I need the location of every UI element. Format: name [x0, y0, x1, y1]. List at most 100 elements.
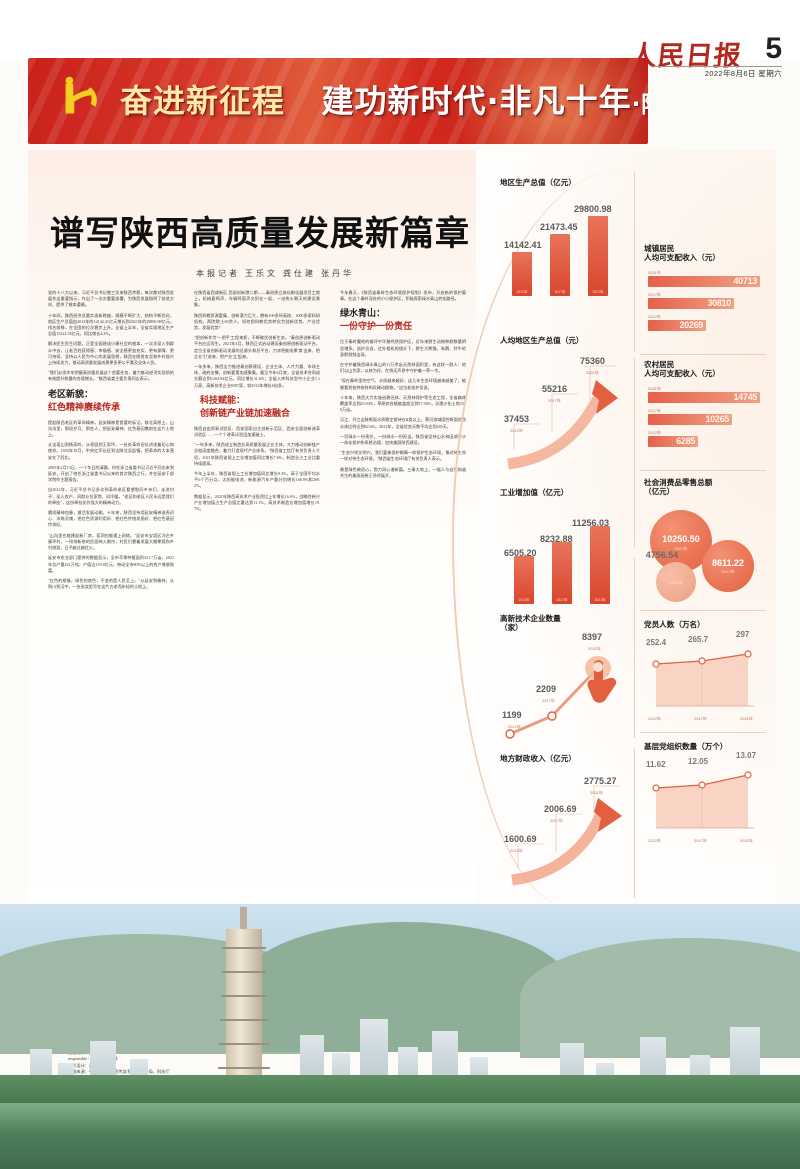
byline: 本报记者 王乐文 龚仕建 张丹华: [196, 269, 354, 278]
subheading-1-kicker: 老区新貌：: [48, 389, 94, 400]
chart-rural-income-year-0: 2021年: [648, 386, 661, 391]
chart-hightech-firms-label-1: 2209: [536, 684, 557, 694]
chart-urban-income-year-2: 2012年: [648, 314, 661, 319]
chart-gdp-label-2: 29800.98: [574, 204, 612, 214]
chart-party-members-title: 党员人数（万名）: [644, 620, 705, 629]
pagoda-tier: [222, 971, 266, 973]
chart-hightech-firms-line: [505, 668, 598, 739]
chart-urban-income-bar-2: 20269: [648, 320, 706, 331]
pagoda-spire: [240, 907, 247, 929]
chart-gdp-per-capita-label-1: 55216: [542, 384, 568, 394]
chart-gdp-per-capita-label-2: 75360: [580, 356, 606, 366]
chart-retail-sales-label-0: 10250.50: [662, 534, 700, 544]
chart-gdp-label-0: 14142.41: [504, 240, 542, 250]
chart-industrial-value-bar-2: 2021年: [590, 526, 610, 604]
chart-urban-income-year-0: 2021年: [648, 270, 661, 275]
chart-fiscal-revenue-year-0: 2012年: [510, 848, 523, 853]
chart-rural-income-subtitle: 人均可支配收入（元）: [644, 369, 720, 378]
chart-gdp-label-1: 21473.45: [540, 222, 578, 232]
chart-gdp-bar-2: 2021年: [588, 216, 608, 296]
chart-grassroots-orgs-title: 基层党组织数量（万个）: [644, 742, 728, 751]
chart-gdp-year-2: 2021年: [592, 290, 604, 294]
subheading-3-kicker: 绿水青山：: [340, 309, 386, 320]
divider-h-2: [640, 470, 766, 471]
chart-hightech-firms-year-1: 2017年: [542, 698, 555, 703]
paragraph: 解决民生民生问题，正是全面建成小康社会的根本，一次次深入到群众中去，让老百姓获得…: [48, 341, 174, 366]
chart-fiscal-revenue: 地方财政收入（亿元） 2775.27 2021年 2006.69 2017年 1…: [500, 754, 640, 894]
chart-industrial-value-label-1: 8232.88: [540, 534, 573, 544]
article-body: 党的十八大以来，习近平总书记曾三次来陕西考察，每次都对陕西发展作出重要指示，作出…: [48, 290, 478, 1074]
chart-rural-income-year-2: 2012年: [648, 430, 661, 435]
chart-industrial-value-label-2: 11256.03: [572, 518, 610, 528]
paragraph: "一年多来，陕西成立制造业高质量发展企业主体，大力推动创新链产业链深度融合，着力…: [194, 442, 320, 466]
chart-grassroots-orgs-year-1: 2017年: [694, 838, 707, 843]
chart-urban-income-label-1: 30810: [707, 298, 731, 308]
paragraph: 陕西科教资源富集、创新潜力巨大，拥有100多所高校、1000多家科研机构，两院院…: [194, 312, 320, 331]
chart-party-members: 党员人数（万名） 252.4 265.7 297 2012年 2017年 202…: [644, 620, 768, 730]
chart-hightech-firms: 高新技术企业数量 （家） 8397 2021年 2209 2017年 1199: [500, 614, 632, 744]
masthead: 人民日报 5 2022年8月6日 星期六: [0, 0, 800, 78]
pagoda-tier: [221, 995, 267, 997]
chart-hightech-firms-subtitle: （家）: [500, 623, 523, 632]
chart-fiscal-revenue-year-2: 2021年: [590, 790, 603, 795]
divider-vertical-1: [634, 172, 635, 352]
chart-industrial-value-bar-1: 2017年: [552, 542, 572, 604]
chart-gdp-per-capita-title: 人均地区生产总值（元）: [500, 336, 584, 345]
chart-gdp-per-capita-year-0: 2012年: [510, 428, 523, 433]
divider-h-1: [640, 354, 766, 355]
divider-vertical-4: [634, 748, 635, 898]
chart-gdp-year-1: 2017年: [554, 290, 566, 294]
subheading-3-text: 一份守护一份责任: [340, 322, 413, 333]
divider-vertical-2: [634, 358, 635, 548]
paragraph: "我们必须牢牢把握高质量发展这个首要任务，着力推动经济实现质的有效提升和量的合理…: [48, 370, 174, 382]
chart-party-members-year-0: 2012年: [648, 716, 661, 721]
paragraph: 在守护着陕西绿水青山的11万余亩天然林面积里，有这样一群人：他们以山为家，以林为…: [340, 362, 466, 374]
chart-urban-income-label-2: 20269: [679, 320, 703, 330]
paragraph: 在陕西省西咸新区 西部创新港二期——秦创原立体化孵化器项目工地上，机械轰鸣声、车…: [194, 290, 320, 308]
chart-urban-income-subtitle: 人均可支配收入（元）: [644, 253, 720, 262]
paragraph: 一切绿水一份责任，一份绿水一份担当。陕西省坚持山水林田湖草沙一体化保护和系统治理…: [340, 433, 466, 446]
chart-party-members-label-1: 265.7: [688, 635, 709, 644]
paragraph: 党的十八大以来，习近平总书记曾三次来陕西考察，每次都对陕西发展作出重要指示，作出…: [48, 290, 174, 308]
chart-retail-sales-label-1: 8611.22: [711, 558, 745, 568]
pagoda-tier: [219, 1043, 269, 1045]
paragraph: 数据显示，2021年陕西高技术产业投资比上年增长16.6%，战略性新兴产业增加值…: [194, 493, 320, 512]
photo-hill-center: [240, 922, 570, 1052]
chart-gdp-per-capita-year-1: 2017年: [548, 398, 561, 403]
paragraph: "把创新作为'一把手'工程来抓，不断做优创新生态。"秦创原创新驱动平台应运而生。…: [194, 335, 320, 359]
chart-industrial-value-year-2: 2021年: [594, 598, 606, 602]
chart-rural-income-label-1: 10265: [705, 414, 729, 424]
photo-pagoda-baota: [214, 907, 274, 1099]
photo-river: [0, 1103, 800, 1169]
chart-rural-income-bar-1: 10265: [648, 414, 732, 425]
page-number: 5: [765, 32, 782, 65]
banner-text: 奋进新征程 建功新时代·非凡十年·陕西篇: [120, 76, 648, 122]
bottom-photo-yanan-skyline: [0, 904, 800, 1169]
paragraph: 最是绿色映初心，勠力同心谱新篇。三秦大地上，一幅人与自然和谐共生的美丽画卷正徐徐…: [340, 466, 466, 478]
chart-fiscal-revenue-label-2: 2775.27: [584, 776, 617, 786]
hand-pointer-icon: [585, 656, 617, 703]
credit-line: 版式设计：蔡华伟: [68, 1062, 102, 1068]
chart-gdp-per-capita-year-2: 2021年: [586, 370, 599, 375]
chart-fiscal-revenue-title: 地方财政收入（亿元）: [500, 754, 576, 763]
chart-party-members-year-2: 2021年: [740, 716, 753, 721]
chart-fiscal-revenue-label-1: 2006.69: [544, 804, 577, 814]
paragraph: 今年上半年，陕西省规上工业增加值同比增长9.3%，高于全国平均水平6个百分点，太…: [194, 471, 320, 489]
paragraph: 2005年2月13日，一个冬日的清晨，时任浙江省委书记习近平同志来到延安，开启了…: [48, 464, 174, 483]
divider-h-3: [640, 610, 766, 611]
banner-glow: [428, 58, 648, 144]
paragraph: "红色的根脉，绿色的底色，不变的是人民至上。"从延安到榆林，从铜川到汉中，一张张…: [48, 577, 174, 590]
chart-hightech-firms-label-2: 8397: [582, 632, 603, 642]
chart-retail-sales-year-0: 2021年: [674, 546, 688, 551]
infographic-arc-divider: [452, 168, 754, 908]
chart-industrial-value-bar-0: 2012年: [514, 556, 534, 604]
chart-urban-income: 城镇居民 人均可支配收入（元） 2021年 40713 2017年 30810 …: [644, 244, 766, 354]
chart-hightech-firms-year-2: 2021年: [588, 646, 601, 651]
chart-gdp-year-0: 2012年: [516, 290, 528, 294]
chart-retail-sales-label-2: 4756.54: [645, 550, 679, 560]
paragraph: 一年多来，陕西全力推进秦创原建设，企业主体、人才力量、市场主体、政府支撑，创新要…: [194, 364, 320, 388]
chart-retail-sales-year-2: 2012年: [669, 580, 683, 585]
chart-retail-sales-year-1: 2017年: [721, 569, 735, 574]
chart-rural-income-year-1: 2017年: [648, 408, 661, 413]
